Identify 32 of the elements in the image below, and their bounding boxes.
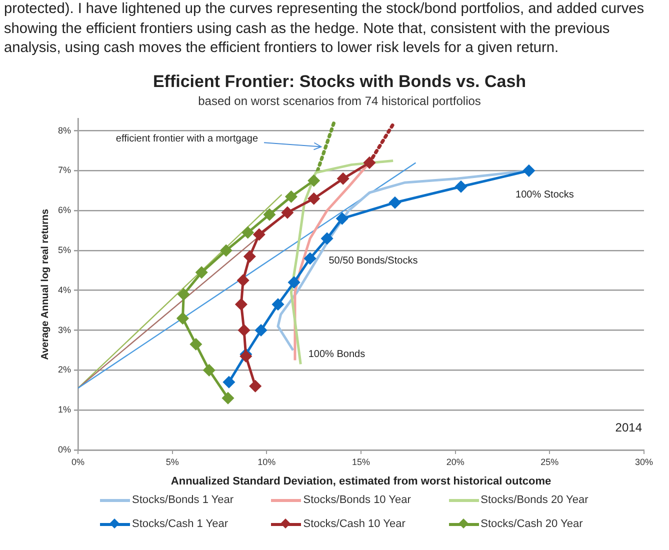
annotation: 2014 xyxy=(615,420,642,434)
annotation: 50/50 Bonds/Stocks xyxy=(328,255,418,266)
y-tick-label: 2% xyxy=(58,364,72,375)
y-tick-label: 1% xyxy=(58,404,72,415)
chart-title: Efficient Frontier: Stocks with Bonds vs. Cash xyxy=(152,72,526,91)
y-tick-label: 4% xyxy=(58,284,72,295)
legend-label: Stocks/Cash 1 Year xyxy=(132,518,228,530)
y-tick-label: 7% xyxy=(58,165,72,176)
y-tick-label: 5% xyxy=(58,244,72,255)
x-axis-title: Annualized Standard Deviation, estimated from worst historical outcome xyxy=(170,475,552,488)
y-tick-label: 8% xyxy=(58,125,72,136)
x-tick-label: 30% xyxy=(634,456,654,467)
y-tick-label: 6% xyxy=(58,205,72,216)
x-tick-label: 5% xyxy=(166,456,179,467)
x-tick-label: 20% xyxy=(446,456,464,467)
text: protected). I have lightened up the curves representing the stock/bond portfolios, and added curves showing the efficient frontiers using cash as the hedge. Note that, consistent with the previous analysis, using cash moves the efficient frontiers to lower risk levels for a given return. xyxy=(4,0,646,58)
legend-label: Stocks/Bonds 1 Year xyxy=(132,494,234,506)
y-tick-label: 3% xyxy=(58,324,72,335)
x-tick-label: 25% xyxy=(540,456,559,467)
chart-subtitle: based on worst scenarios from 74 historical portfolios xyxy=(198,94,481,108)
legend-label: Stocks/Cash 10 Year xyxy=(303,518,406,530)
legend-label: Stocks/Bonds 20 Year xyxy=(480,494,588,506)
annotation: 100% Stocks xyxy=(516,189,574,200)
legend-label: Stocks/Bonds 10 Year xyxy=(303,494,411,506)
x-tick-label: 10% xyxy=(258,456,276,467)
x-tick-label: 0% xyxy=(72,456,85,467)
legend-label: Stocks/Cash 20 Year xyxy=(480,518,583,530)
x-tick-label: 15% xyxy=(352,456,370,467)
annotation: efficient frontier with a mortgage xyxy=(116,133,258,144)
annotation: 100% Bonds xyxy=(308,349,366,360)
y-axis-title: Average Annual log real returns xyxy=(40,208,51,360)
y-tick-label: 0% xyxy=(58,444,72,454)
